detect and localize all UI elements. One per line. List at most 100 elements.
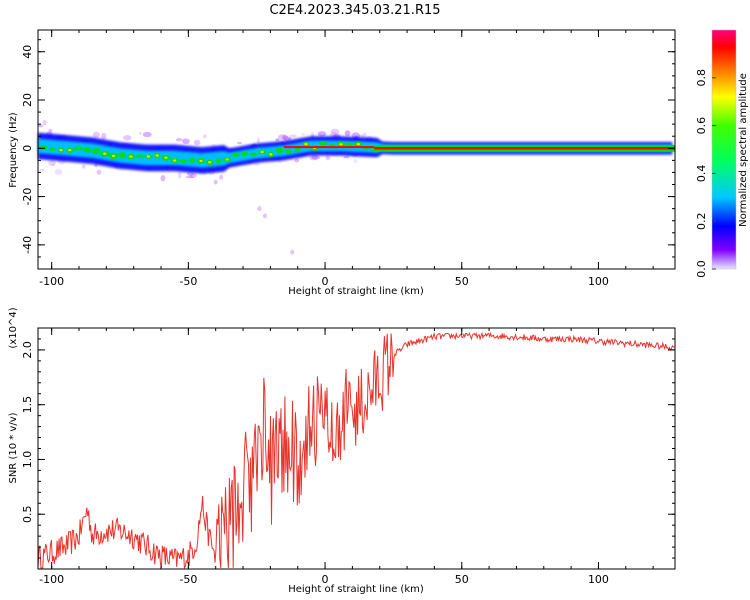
- spectral-speckle: [101, 132, 107, 140]
- x-tick-label: -50: [179, 573, 197, 586]
- spectral-speckle: [237, 142, 242, 145]
- spectral-peak: [173, 159, 177, 162]
- spectral-speckle: [275, 138, 280, 142]
- spectral-blob: [215, 158, 222, 164]
- spectral-blob: [73, 146, 84, 151]
- x-tick-label: 100: [588, 573, 609, 586]
- spectral-blob: [49, 147, 56, 152]
- x-tick-label: 50: [455, 573, 469, 586]
- spectral-peak: [260, 150, 264, 154]
- spectrogram-y-ticks: -40 -20 0 20 40: [21, 39, 675, 270]
- spectral-speckle: [38, 124, 44, 128]
- spectral-speckle: [92, 131, 100, 138]
- x-tick-label: 50: [455, 275, 469, 288]
- spectral-speckle: [51, 163, 56, 167]
- spectral-speckle: [317, 131, 327, 137]
- spectral-outlier: [257, 206, 262, 212]
- spectral-speckle: [281, 134, 289, 140]
- spectral-speckle: [39, 168, 45, 172]
- spectral-speckle: [311, 155, 320, 160]
- spectral-blob: [135, 154, 144, 159]
- colorbar-tick-label: 0.2: [695, 212, 708, 230]
- colorbar-label: Normalized spectral amplitude: [738, 73, 749, 227]
- spectral-peak: [129, 155, 133, 158]
- spectrogram-data: [38, 120, 675, 255]
- snr-data: [37, 331, 675, 570]
- spectral-blob: [231, 152, 241, 157]
- spectral-blob: [275, 146, 284, 154]
- spectral-speckle: [142, 131, 152, 138]
- spectral-speckle: [288, 137, 292, 141]
- spectral-peak: [304, 143, 308, 146]
- spectral-speckle: [82, 164, 86, 169]
- colorbar: 0.0 0.2 0.4 0.6 0.8 Normalized spectral ampl…: [695, 29, 749, 278]
- spectral-speckle: [42, 120, 47, 126]
- spectral-blob: [250, 152, 257, 157]
- spectral-blob: [117, 152, 127, 159]
- y-tick-label: 40: [21, 45, 34, 59]
- spectral-speckle: [256, 137, 260, 144]
- spectral-peak: [199, 159, 203, 162]
- colorbar-tick-label: 0.4: [695, 165, 708, 183]
- spectral-speckle: [48, 160, 56, 166]
- snr-frame: [37, 327, 676, 570]
- y-tick-label: 1.5: [21, 396, 34, 414]
- spectral-speckle: [178, 171, 182, 179]
- spectral-blob: [294, 147, 301, 153]
- spectral-outlier: [219, 174, 224, 180]
- spectral-speckle: [278, 134, 287, 140]
- snr-y-label: SNR (10 * v/v): [8, 412, 19, 483]
- x-tick-label: 0: [322, 573, 329, 586]
- x-tick-label: -50: [179, 275, 197, 288]
- spectral-speckle: [193, 139, 201, 145]
- spectral-core-red: [374, 147, 675, 150]
- spectral-speckle: [189, 173, 197, 179]
- spectral-speckle: [344, 130, 351, 137]
- spectral-speckle: [301, 132, 306, 136]
- x-tick-label: -100: [39, 573, 64, 586]
- spectral-peak: [164, 156, 168, 159]
- spectrogram-x-ticks: -100 -50 0 50 100: [39, 30, 654, 288]
- spectral-peak: [146, 155, 151, 158]
- chart-title: C2E4.2023.345.03.21.R15: [269, 3, 440, 18]
- y-tick-label: 1.0: [21, 451, 34, 469]
- spectral-speckle: [357, 134, 367, 138]
- y-tick-label: 2.0: [21, 341, 34, 359]
- spectral-speckle: [294, 158, 300, 163]
- x-tick-label: -100: [39, 275, 64, 288]
- spectral-blob: [83, 147, 92, 153]
- spectral-speckle: [185, 176, 194, 179]
- y-tick-label: 0: [21, 145, 34, 152]
- y-tick-label: 0.5: [21, 505, 34, 523]
- snr-x-label: Height of straight line (km): [288, 584, 424, 595]
- spectral-speckle: [329, 131, 337, 137]
- spectral-speckle: [325, 155, 331, 161]
- spectral-speckle: [138, 132, 142, 135]
- snr-series-line: [37, 331, 675, 570]
- snr-multiplier: (x10^4): [8, 307, 19, 348]
- x-tick-label: 0: [322, 275, 329, 288]
- spectral-peak: [59, 149, 63, 152]
- y-tick-label: -40: [21, 236, 34, 254]
- spectral-peak: [111, 154, 116, 157]
- spectrogram-frame: [37, 29, 676, 270]
- colorbar-gradient: [712, 30, 736, 269]
- snr-plot: -100 -50 0 50 100 0.5 1.0 1.5 2.0 Height of str…: [8, 307, 676, 595]
- spectrogram-x-label: Height of straight line (km): [288, 286, 424, 297]
- snr-y-ticks: 0.5 1.0 1.5 2.0: [21, 338, 675, 570]
- spectral-blob: [179, 159, 188, 164]
- colorbar-ticks: 0.0 0.2 0.4 0.6 0.8: [695, 69, 716, 278]
- spectral-peak: [68, 149, 72, 152]
- colorbar-tick-label: 0.6: [695, 117, 708, 135]
- colorbar-tick-label: 0.0: [695, 260, 708, 278]
- spectral-blob: [285, 148, 292, 154]
- spectral-peak: [339, 143, 343, 146]
- colorbar-frame: [711, 29, 737, 270]
- spectral-speckle: [175, 137, 183, 142]
- spectral-peak: [208, 161, 212, 164]
- spectral-blob: [188, 157, 196, 163]
- spectral-speckle: [309, 154, 318, 161]
- spectral-outlier: [290, 249, 295, 255]
- spectral-blob: [241, 151, 249, 157]
